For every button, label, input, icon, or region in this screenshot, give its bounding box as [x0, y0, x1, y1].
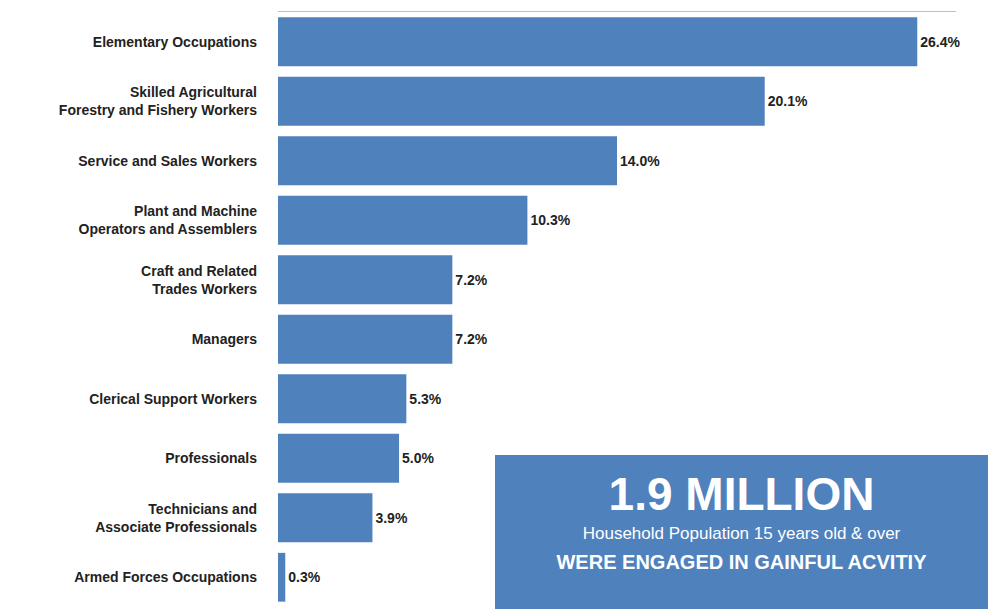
- svg-text:Skilled AgriculturalForestry a: Skilled AgriculturalForestry and Fishery…: [59, 84, 257, 118]
- svg-text:Elementary Occupations: Elementary Occupations: [93, 34, 257, 50]
- svg-text:26.4%: 26.4%: [920, 34, 960, 50]
- html-text:1.9 MILLION: 1.9 MILLION: [608, 468, 875, 520]
- svg-text:Professionals: Professionals: [165, 450, 257, 466]
- html-text:WERE ENGAGED IN GAINFUL ACVITI: WERE ENGAGED IN GAINFUL ACVITIY: [556, 551, 927, 573]
- svg-text:7.2%: 7.2%: [455, 331, 487, 347]
- svg-text:7.2%: 7.2%: [455, 272, 487, 288]
- svg-text:14.0%: 14.0%: [620, 153, 660, 169]
- svg-text:Service and Sales Workers: Service and Sales Workers: [78, 153, 257, 169]
- svg-text:Craft and RelatedTrades Worker: Craft and RelatedTrades Workers: [141, 263, 257, 297]
- svg-text:Plant and MachineOperators and: Plant and MachineOperators and Assembler…: [79, 203, 258, 237]
- svg-text:Technicians andAssociate Profe: Technicians andAssociate Professionals: [95, 501, 257, 535]
- svg-text:3.9%: 3.9%: [375, 510, 407, 526]
- svg-text:10.3%: 10.3%: [530, 212, 570, 228]
- svg-text:20.1%: 20.1%: [768, 93, 808, 109]
- html-text:Household Population 15 years: Household Population 15 years old & over: [582, 524, 901, 543]
- svg-text:0.3%: 0.3%: [288, 569, 320, 585]
- svg-text:Armed Forces Occupations: Armed Forces Occupations: [74, 569, 257, 585]
- svg-text:Clerical Support Workers: Clerical Support Workers: [89, 391, 257, 407]
- svg-text:5.3%: 5.3%: [409, 391, 441, 407]
- svg-text:Managers: Managers: [192, 331, 258, 347]
- svg-text:5.0%: 5.0%: [402, 450, 434, 466]
